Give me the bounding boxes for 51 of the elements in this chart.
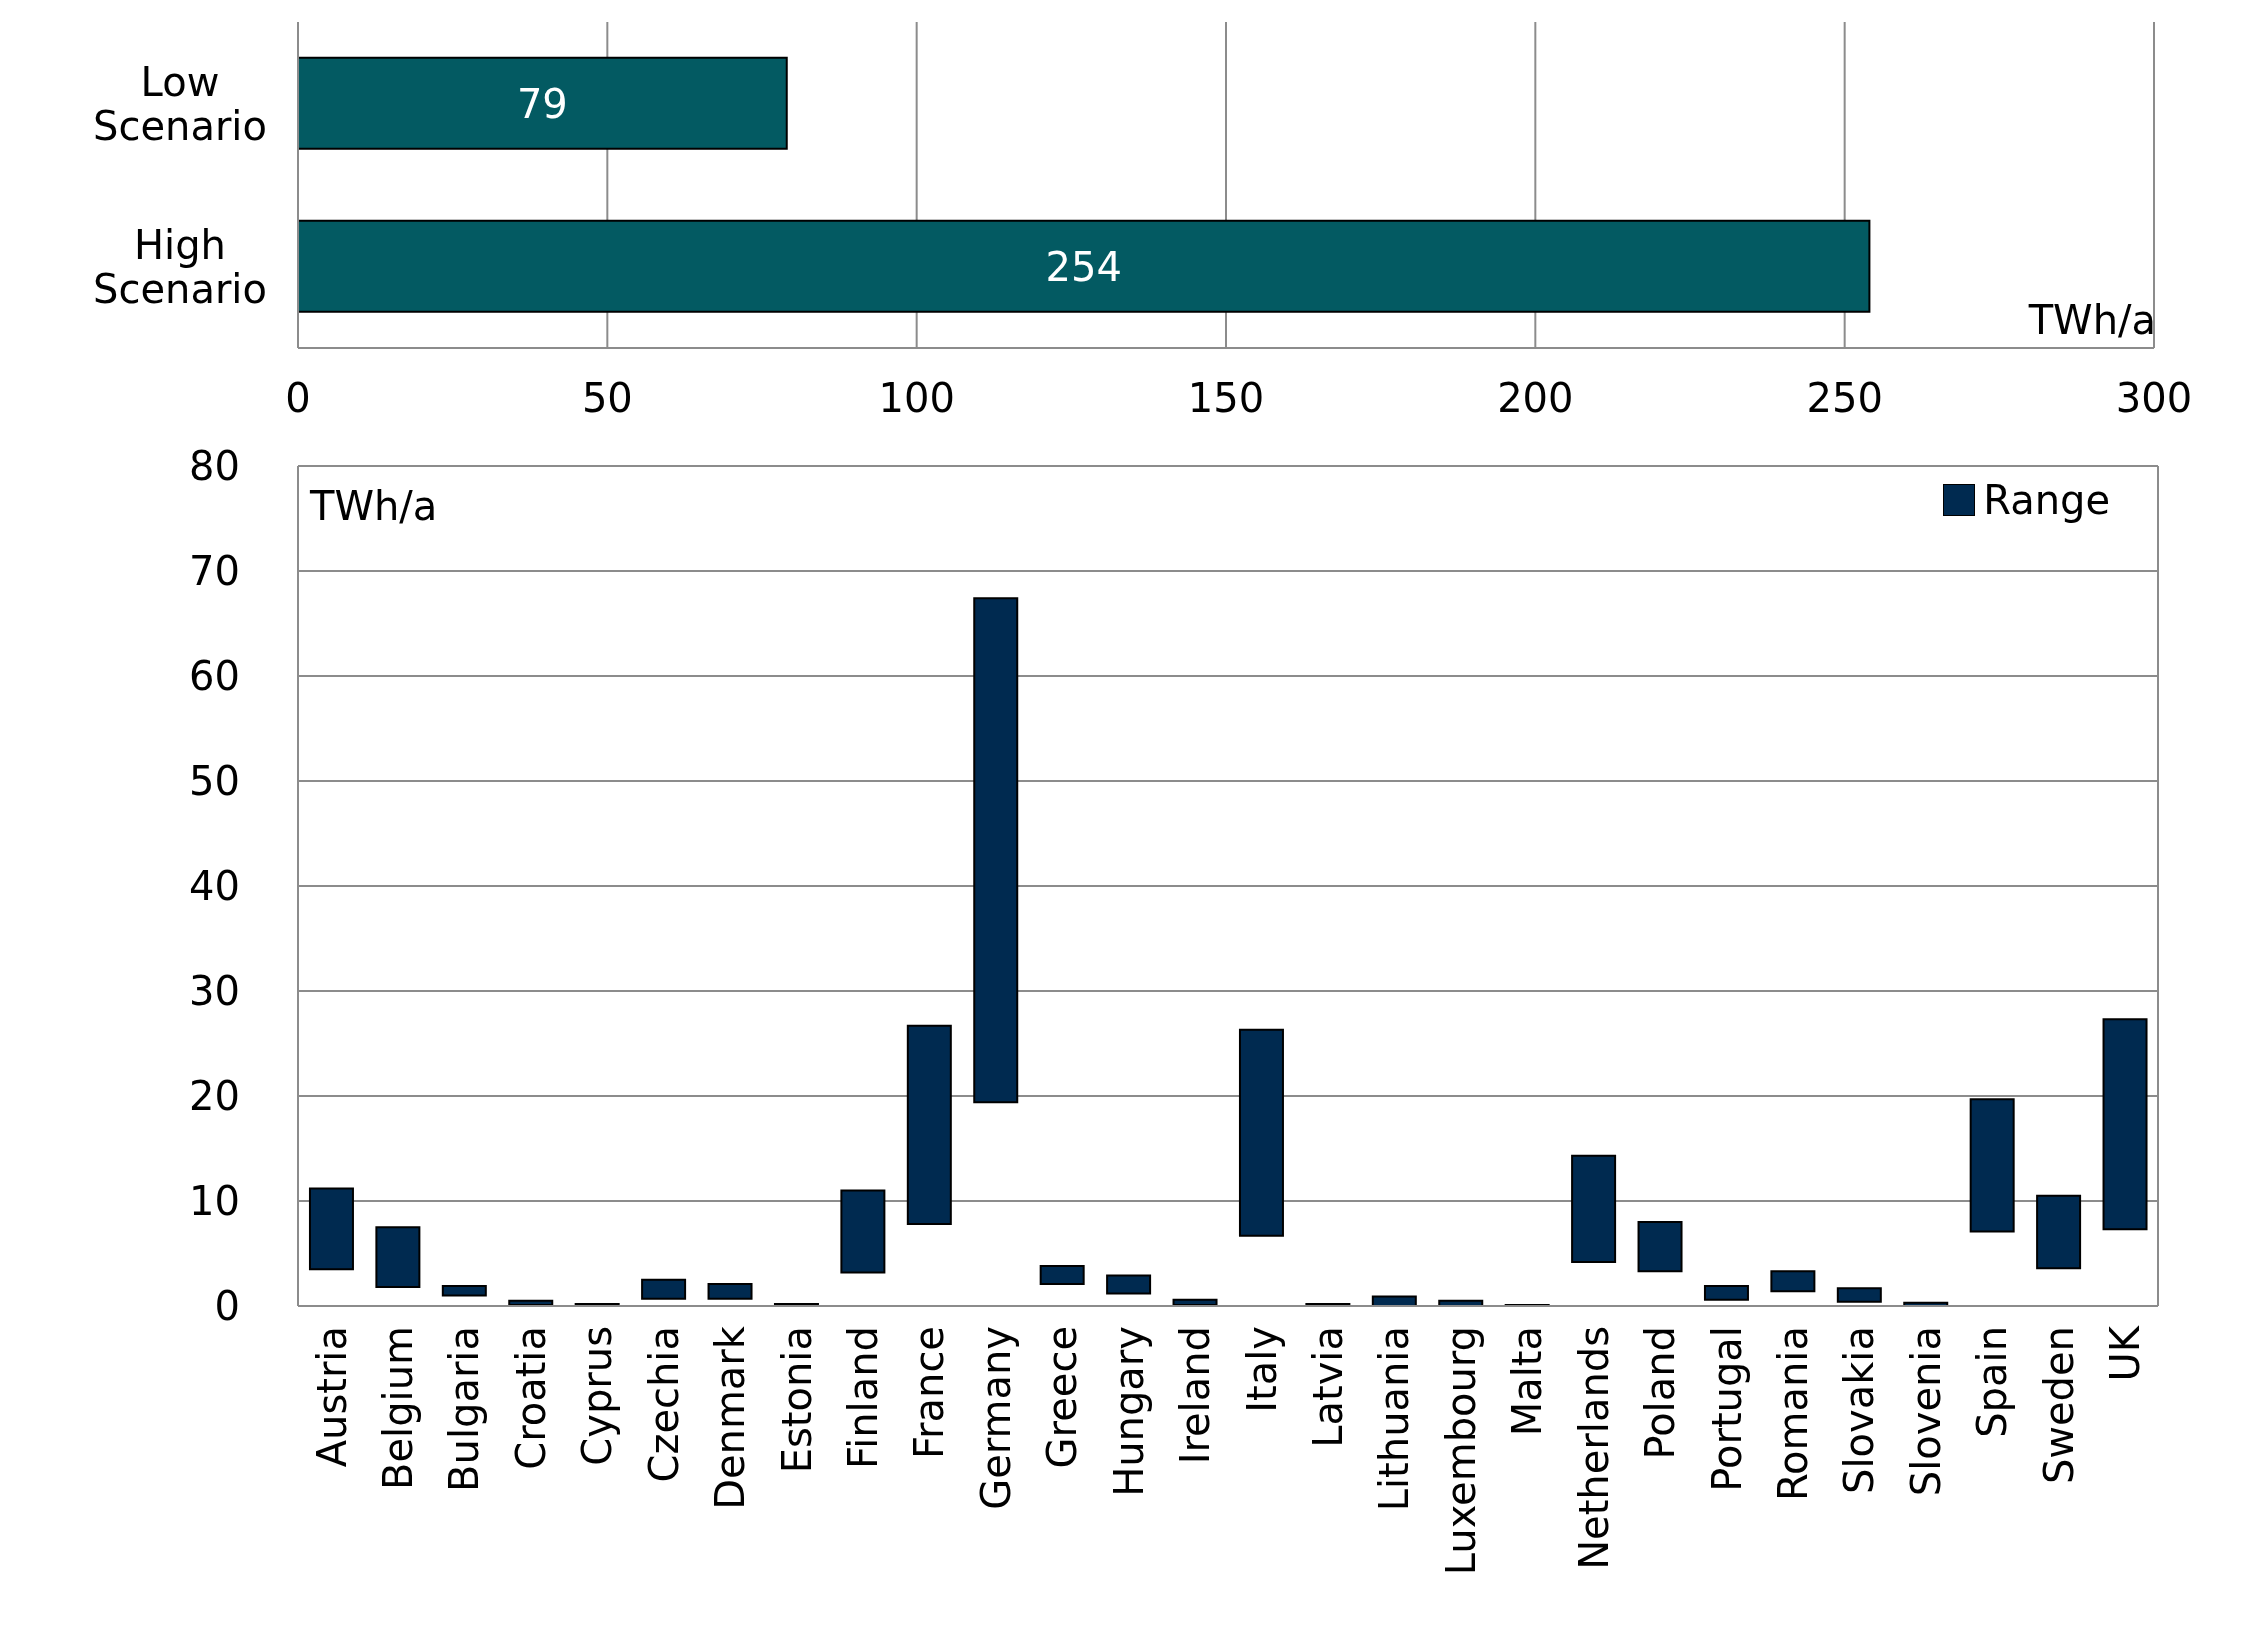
- x-tick-label: France: [906, 1326, 953, 1460]
- x-tick-label: UK: [2102, 1324, 2149, 1382]
- x-tick-label: Hungary: [1105, 1326, 1152, 1497]
- x-tick-label: Lithuania: [1371, 1326, 1418, 1512]
- y-tick-label: 30: [189, 968, 240, 1015]
- x-tick-label: Czechia: [640, 1326, 687, 1483]
- x-tick-label: 300: [2115, 375, 2193, 422]
- x-tick-label: 0: [285, 375, 311, 422]
- x-tick-label: 50: [581, 375, 633, 422]
- x-tick-label: Slovakia: [1836, 1326, 1883, 1494]
- x-tick-label: Latvia: [1305, 1326, 1352, 1448]
- x-tick-label: Germany: [972, 1326, 1019, 1510]
- x-tick-label: Italy: [1238, 1326, 1285, 1413]
- x-tick-label: Austria: [308, 1326, 355, 1468]
- x-tick-label: Luxembourg: [1437, 1326, 1484, 1576]
- y-tick-label: 10: [189, 1178, 240, 1225]
- x-tick-label: Spain: [1969, 1326, 2016, 1438]
- y-tick-label: 20: [189, 1073, 240, 1120]
- x-tick-label: Portugal: [1703, 1326, 1750, 1492]
- x-tick-label: Estonia: [773, 1326, 820, 1474]
- x-tick-label: Netherlands: [1570, 1326, 1617, 1570]
- legend-label: Range: [1983, 477, 2110, 523]
- x-tick-label: Denmark: [707, 1325, 754, 1510]
- x-tick-label: Bulgaria: [441, 1326, 488, 1492]
- y-tick-label: 60: [189, 653, 240, 700]
- x-tick-label: Poland: [1637, 1326, 1684, 1460]
- x-tick-label: Ireland: [1172, 1326, 1219, 1465]
- x-tick-label: Slovenia: [1902, 1326, 1949, 1497]
- x-tick-label: 200: [1497, 375, 1574, 422]
- x-tick-label: Greece: [1039, 1326, 1086, 1469]
- data-label: 254: [1045, 243, 1122, 290]
- x-tick-label: 150: [1187, 375, 1265, 422]
- x-tick-label: Croatia: [507, 1326, 554, 1470]
- y-tick-label: High Scenario: [93, 221, 267, 312]
- x-tick-label: 250: [1806, 375, 1883, 422]
- x-tick-label: Finland: [840, 1326, 887, 1469]
- x-axis-title: TWh/a: [2028, 297, 2156, 343]
- y-tick-label: 70: [189, 548, 240, 595]
- x-tick-label: Cyprus: [574, 1326, 621, 1466]
- x-tick-label: Malta: [1504, 1326, 1551, 1437]
- y-axis-title: TWh/a: [310, 483, 438, 529]
- data-label: 79: [516, 80, 568, 127]
- y-tick-label: 80: [189, 443, 240, 490]
- x-tick-label: 100: [878, 375, 955, 422]
- x-tick-label: Belgium: [375, 1326, 422, 1490]
- x-tick-label: Romania: [1770, 1326, 1817, 1501]
- y-tick-label: 50: [189, 758, 240, 805]
- x-tick-label: Sweden: [2035, 1326, 2082, 1485]
- y-tick-label: 40: [189, 863, 240, 910]
- y-tick-label: 0: [214, 1283, 240, 1330]
- y-tick-label: Low Scenario: [93, 58, 267, 149]
